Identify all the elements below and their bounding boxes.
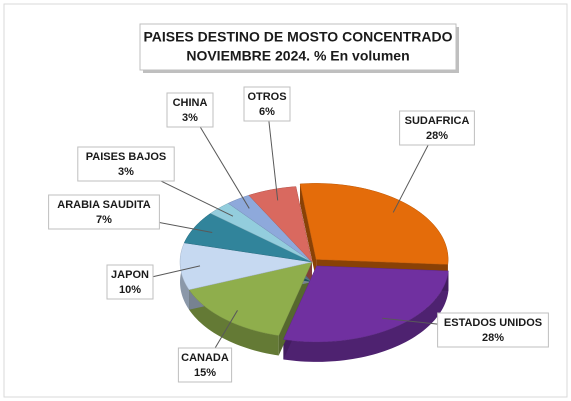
slice (179, 242, 313, 291)
slice-side (189, 289, 279, 356)
category-label: CANADA (181, 352, 229, 364)
slice (188, 261, 313, 336)
chart-title: PAISES DESTINO DE MOSTO CONCENTRADO (143, 29, 452, 45)
slice-side (283, 270, 449, 362)
slice (227, 194, 313, 263)
label-box (437, 312, 549, 348)
slice (210, 202, 313, 263)
slice (299, 183, 449, 265)
label-box (77, 146, 175, 182)
category-label: CHINA (173, 97, 208, 109)
label-box (243, 86, 291, 122)
title-box (139, 23, 457, 71)
label-box (166, 92, 214, 128)
value-label: 3% (182, 112, 198, 124)
value-label: 6% (259, 106, 275, 118)
value-label: 28% (426, 130, 448, 142)
value-label: 15% (194, 367, 216, 379)
label-box (177, 347, 233, 383)
category-label: SUDAFRICA (405, 115, 470, 127)
value-label: 28% (482, 332, 504, 344)
category-label: JAPON (111, 269, 149, 281)
label-box (48, 194, 160, 230)
category-label: OTROS (247, 91, 286, 103)
label-box (106, 264, 154, 300)
category-label: PAISES BAJOS (86, 151, 167, 163)
slice (248, 186, 313, 263)
slice-wall (300, 183, 317, 280)
slice (283, 265, 449, 343)
value-label: 10% (119, 284, 141, 296)
value-label: 7% (96, 214, 112, 226)
slice (183, 213, 313, 263)
label-box (399, 110, 475, 146)
category-label: ARABIA SAUDITA (57, 199, 151, 211)
value-label: 3% (118, 166, 134, 178)
category-label: ESTADOS UNIDOS (444, 317, 542, 329)
chart-title: NOVIEMBRE 2024. % En volumen (186, 48, 409, 64)
